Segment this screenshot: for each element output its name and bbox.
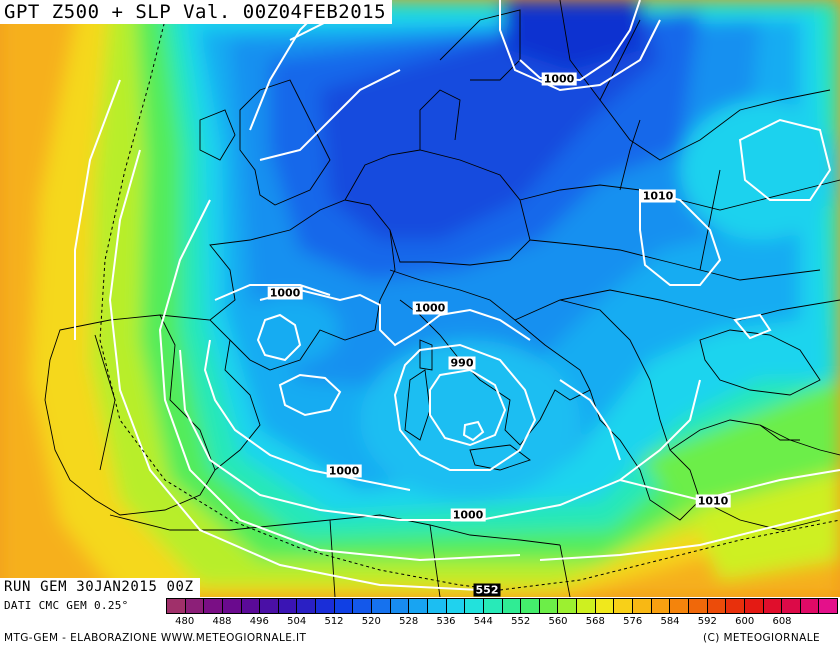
legend-tick: 544 — [473, 616, 493, 627]
legend-color-cell — [372, 599, 391, 613]
legend-color-cell — [185, 599, 205, 613]
legend-color-cell — [204, 599, 223, 613]
isobar-label: 990 — [448, 356, 476, 370]
legend-color-cell — [483, 599, 503, 613]
legend-color-cell — [297, 599, 317, 613]
legend-color-cell — [670, 599, 689, 613]
legend-color-cell — [409, 599, 428, 613]
z500-label: 552 — [473, 583, 501, 597]
legend-tick: 584 — [660, 616, 680, 627]
legend-tick: 600 — [735, 616, 755, 627]
legend-color-cell — [390, 599, 410, 613]
legend-color-cell — [334, 599, 354, 613]
legend-color-cell — [260, 599, 279, 613]
legend-tick: 512 — [324, 616, 344, 627]
legend-color-cell — [427, 599, 447, 613]
credit-left: MTG-GEM - ELABORAZIONE WWW.METEOGIORNALE… — [4, 632, 307, 644]
legend-tick: 608 — [772, 616, 792, 627]
legend-tick: 504 — [287, 616, 307, 627]
isobar-label: 1000 — [450, 508, 486, 522]
legend-color-cell — [688, 599, 708, 613]
legend-tick: 536 — [436, 616, 456, 627]
legend-color-cell — [577, 599, 596, 613]
legend-color-cell — [726, 599, 745, 613]
legend-tick: 568 — [585, 616, 605, 627]
legend-color-cell — [614, 599, 634, 613]
isobar-label: 1010 — [640, 189, 676, 203]
isobars — [74, 0, 840, 591]
credit-right: (C) METEOGIORNALE — [703, 632, 820, 644]
legend-color-cell — [539, 599, 559, 613]
color-legend — [166, 598, 838, 614]
legend-color-cell — [502, 599, 522, 613]
legend-tick: 496 — [249, 616, 269, 627]
isobar-label: 1000 — [412, 301, 448, 315]
legend-color-cell — [558, 599, 578, 613]
legend-tick: 528 — [399, 616, 419, 627]
legend-color-cell — [316, 599, 335, 613]
legend-color-cell — [278, 599, 298, 613]
legend-color-cell — [800, 599, 820, 613]
legend-tick: 552 — [511, 616, 531, 627]
isobar-label: 1010 — [695, 494, 731, 508]
legend-color-cell — [241, 599, 261, 613]
isobar-label: 1000 — [326, 464, 362, 478]
legend-color-cell — [819, 599, 838, 613]
weather-map: 1000 1010 1000 1000 990 1000 1000 1010 5… — [0, 0, 840, 597]
legend-tick: 592 — [697, 616, 717, 627]
legend-tick: 520 — [361, 616, 381, 627]
legend-color-cell — [782, 599, 801, 613]
legend-color-cell — [651, 599, 671, 613]
map-title: GPT Z500 + SLP Val. 00Z04FEB2015 — [0, 0, 393, 24]
legend-color-cell — [167, 599, 186, 613]
legend-color-cell — [353, 599, 373, 613]
legend-color-cell — [633, 599, 652, 613]
isobar-label: 1000 — [541, 72, 577, 86]
legend-ticks: 480 488 496 504 512 520 528 536 544 552 560 568 576 5… — [166, 616, 838, 630]
legend-tick: 560 — [548, 616, 568, 627]
z500-552-contour — [99, 0, 840, 591]
legend-color-cell — [446, 599, 466, 613]
footer: DATI CMC GEM 0.25° 480 488 496 504 512 520 528… — [0, 597, 840, 648]
legend-color-cell — [521, 599, 540, 613]
legend-color-cell — [595, 599, 615, 613]
isobar-label: 1000 — [267, 286, 303, 300]
legend-tick: 480 — [175, 616, 195, 627]
legend-tick: 488 — [212, 616, 232, 627]
run-info: RUN GEM 30JAN2015 00Z — [0, 578, 200, 597]
legend-color-cell — [763, 599, 783, 613]
data-source: DATI CMC GEM 0.25° — [4, 599, 129, 612]
geopotential-field — [0, 0, 840, 597]
legend-tick: 576 — [623, 616, 643, 627]
legend-color-cell — [222, 599, 242, 613]
legend-color-cell — [465, 599, 484, 613]
legend-color-cell — [744, 599, 764, 613]
legend-color-cell — [707, 599, 727, 613]
